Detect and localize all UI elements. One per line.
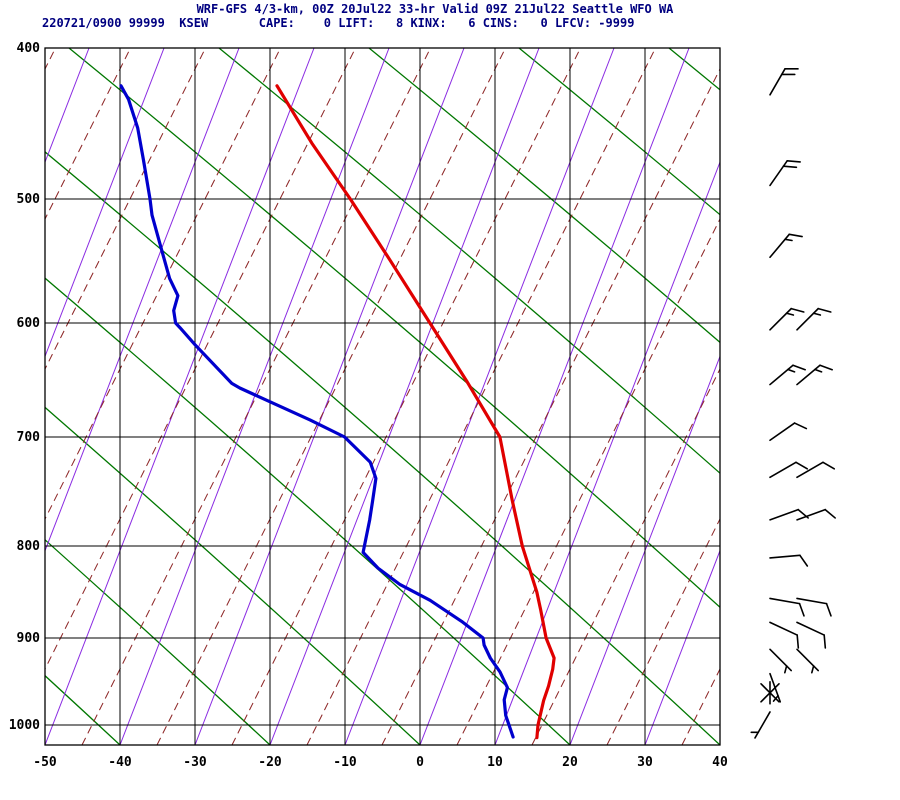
- temp-tick-label: -30: [183, 755, 207, 770]
- wind-barb: [769, 597, 805, 617]
- isotherms-group: [0, 48, 720, 745]
- moist-adiabat-line: [156, 48, 506, 745]
- dry-adiabats-group: [45, 48, 720, 745]
- moist-adiabat-line: [531, 367, 720, 745]
- isotherm-line: [194, 48, 465, 745]
- moist-adiabat-line: [381, 67, 720, 745]
- moist-adiabat-line: [681, 667, 720, 745]
- dry-adiabat-line: [218, 48, 720, 475]
- wind-barb: [796, 597, 832, 617]
- wind-barb: [769, 233, 803, 259]
- wind-barb: [796, 621, 827, 649]
- wind-barb: [760, 681, 780, 705]
- pressure-tick-label: 800: [17, 539, 41, 554]
- moist-adiabat-line: [45, 48, 356, 671]
- moist-adiabat-line: [456, 217, 720, 745]
- pressure-tick-label: 400: [17, 41, 41, 56]
- temp-tick-label: -50: [33, 755, 57, 770]
- isotherm-line: [45, 48, 165, 358]
- temperature-trace: [275, 84, 556, 740]
- wind-barb: [769, 160, 801, 187]
- temp-tick-label: -10: [333, 755, 357, 770]
- plot-border: [44, 47, 721, 746]
- moist-adiabat-line: [606, 517, 720, 745]
- wind-barb: [769, 68, 799, 96]
- isotherm-line: [494, 160, 720, 745]
- temp-tick-label: 30: [637, 755, 653, 770]
- dry-adiabat-line: [45, 538, 271, 745]
- temp-tick-label: 10: [487, 755, 503, 770]
- isotherm-line: [119, 48, 390, 745]
- isotherm-line: [344, 48, 615, 745]
- dry-adiabat-line: [68, 48, 720, 609]
- isotherm-line: [0, 48, 14, 745]
- pressure-tick-label: 900: [17, 631, 41, 646]
- pressure-tick-label: 1000: [9, 718, 40, 733]
- dry-adiabat-line: [668, 48, 720, 91]
- wind-barb: [750, 711, 771, 739]
- wind-barb: [769, 621, 800, 649]
- temp-tick-label: 20: [562, 755, 578, 770]
- pressure-tick-label: 500: [17, 192, 41, 207]
- station-info-line: 220721/0900 99999 KSEW CAPE: 0 LIFT: 8 K…: [42, 16, 635, 30]
- wind-barb: [769, 307, 805, 331]
- dry-adiabat-line: [368, 48, 720, 344]
- pressure-tick-label: 700: [17, 430, 41, 445]
- dewpoint-trace: [119, 84, 515, 739]
- wind-barb: [796, 648, 820, 674]
- temp-tick-label: 40: [712, 755, 728, 770]
- isotherm-line: [269, 48, 540, 745]
- dry-adiabat-line: [518, 48, 720, 216]
- moist-adiabats-group: [45, 48, 720, 745]
- dry-adiabat-line: [45, 151, 720, 745]
- isotherm-line: [45, 48, 240, 553]
- wind-barb: [796, 364, 833, 386]
- moist-adiabat-line: [306, 48, 656, 745]
- temp-tick-label: 0: [416, 755, 424, 770]
- isotherm-line: [569, 355, 720, 745]
- isotherm-line: [45, 48, 315, 745]
- axis-labels: 400 500 600 700 800 900 1000 -50 -40 -30 -20 -10 0 10…: [9, 41, 728, 770]
- isotherm-line: [644, 549, 720, 745]
- wind-barb: [796, 461, 836, 479]
- chart-title: WRF-GFS 4/3-km, 00Z 20Jul22 33-hr Valid …: [196, 2, 674, 16]
- isotherm-line: [419, 48, 690, 745]
- background-lines: [0, 48, 720, 745]
- moist-adiabat-line: [231, 48, 581, 745]
- wind-barb: [769, 422, 808, 442]
- isotherm-line: [719, 743, 720, 745]
- wind-barb: [769, 364, 806, 386]
- wind-barb: [769, 461, 809, 479]
- dry-adiabat-line: [45, 406, 421, 745]
- moist-adiabat-line: [45, 48, 281, 521]
- wind-barb: [796, 508, 836, 521]
- wind-barb: [769, 554, 809, 567]
- sounding-traces: [119, 84, 556, 740]
- grid-group: [44, 47, 721, 745]
- temp-tick-label: -20: [258, 755, 282, 770]
- pressure-tick-label: 600: [17, 316, 41, 331]
- temp-tick-label: -40: [108, 755, 132, 770]
- wind-barb: [769, 648, 793, 674]
- wind-barbs-group: [750, 68, 836, 739]
- wind-barb: [796, 307, 832, 331]
